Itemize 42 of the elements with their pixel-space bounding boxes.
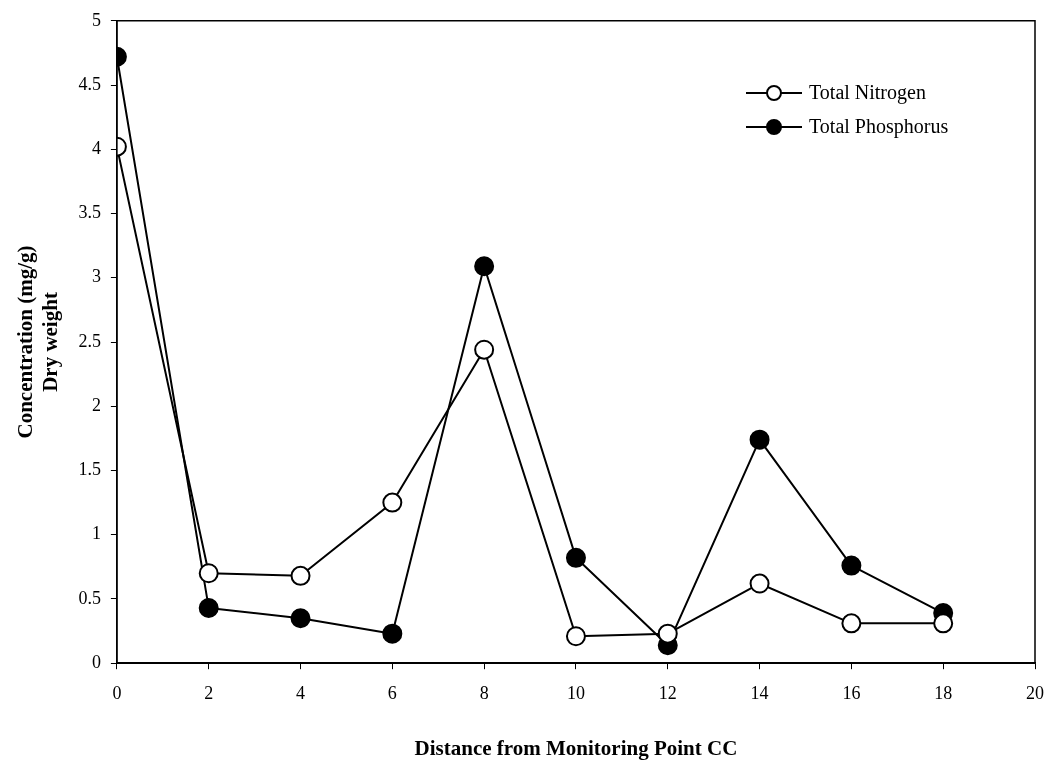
y-tick-label: 0 xyxy=(91,651,101,672)
y-tick-label: 5 xyxy=(91,9,101,30)
point xyxy=(290,565,311,586)
y-tick-label: 0.5 xyxy=(78,587,101,608)
y-tick-label: 4.5 xyxy=(78,73,101,94)
x-tick-label: 16 xyxy=(842,682,861,703)
legend-label: Total Phosphorus xyxy=(809,115,949,139)
x-tick-label: 10 xyxy=(566,682,585,703)
x-tick-label: 12 xyxy=(658,682,677,703)
point xyxy=(657,623,678,644)
point xyxy=(198,563,219,584)
point xyxy=(933,613,954,634)
x-tick-label: 2 xyxy=(204,682,214,703)
x-tick-label: 18 xyxy=(934,682,953,703)
x-tick-label: 14 xyxy=(750,682,769,703)
legend-label: Total Nitrogen xyxy=(809,81,926,105)
y-axis-title: Concentration (mg/g) Dry weight xyxy=(13,245,63,439)
x-tick-label: 0 xyxy=(112,682,122,703)
x-tick-label: 20 xyxy=(1026,682,1044,703)
x-tick-label: 4 xyxy=(296,682,306,703)
point xyxy=(749,429,770,450)
point xyxy=(474,256,495,277)
y-tick-label: 1 xyxy=(91,523,101,544)
y-tick-label: 3.5 xyxy=(78,202,101,223)
point xyxy=(565,626,586,647)
point xyxy=(841,613,862,634)
x-tick-label: 6 xyxy=(387,682,397,703)
y-tick-label: 2 xyxy=(91,394,101,415)
point xyxy=(382,623,403,644)
x-axis-title: Distance from Monitoring Point CC xyxy=(414,735,738,760)
point xyxy=(749,573,770,594)
point xyxy=(841,555,862,576)
point xyxy=(382,492,403,513)
x-tick-label: 8 xyxy=(479,682,489,703)
y-tick-label: 4 xyxy=(91,138,101,159)
point xyxy=(474,339,495,360)
point xyxy=(198,597,219,618)
y-tick-label: 1.5 xyxy=(78,459,101,480)
point xyxy=(290,608,311,629)
point xyxy=(565,547,586,568)
y-tick-label: 3 xyxy=(91,266,101,287)
y-tick-label: 2.5 xyxy=(78,330,101,351)
